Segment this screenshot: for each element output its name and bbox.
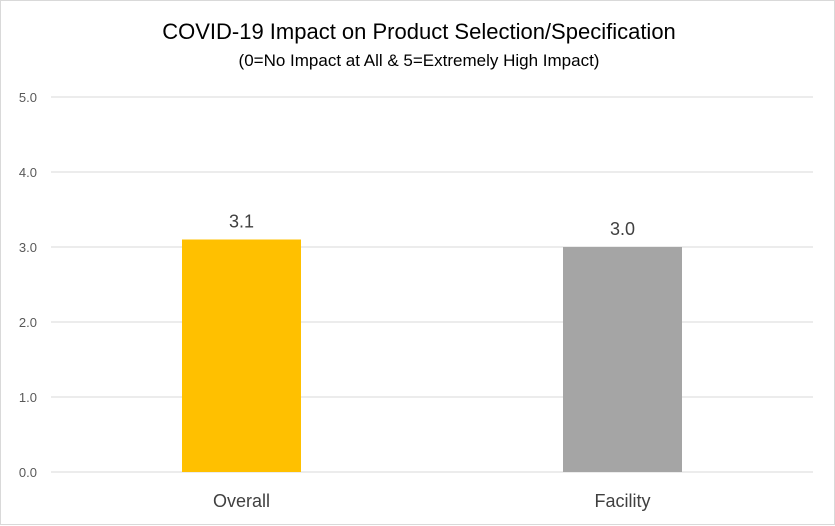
y-tick-label: 5.0 (19, 90, 37, 105)
x-tick-label: Facility (594, 491, 650, 511)
data-labels: 3.1 3.0 (229, 212, 635, 240)
gridlines (51, 96, 813, 473)
bar-overall (182, 239, 301, 472)
y-tick-label: 0.0 (19, 465, 37, 480)
data-label: 3.0 (610, 219, 635, 239)
chart-subtitle: (0=No Impact at All & 5=Extremely High I… (239, 51, 600, 70)
y-tick-label: 2.0 (19, 315, 37, 330)
x-axis-ticks: Overall Facility (213, 491, 651, 511)
x-tick-label: Overall (213, 491, 270, 511)
chart-title: COVID-19 Impact on Product Selection/Spe… (162, 19, 676, 44)
bars (182, 239, 682, 472)
y-tick-label: 4.0 (19, 165, 37, 180)
y-tick-label: 1.0 (19, 390, 37, 405)
bar-facility (563, 247, 682, 472)
data-label: 3.1 (229, 212, 254, 232)
y-axis-ticks: 0.0 1.0 2.0 3.0 4.0 5.0 (19, 90, 37, 480)
y-tick-label: 3.0 (19, 240, 37, 255)
